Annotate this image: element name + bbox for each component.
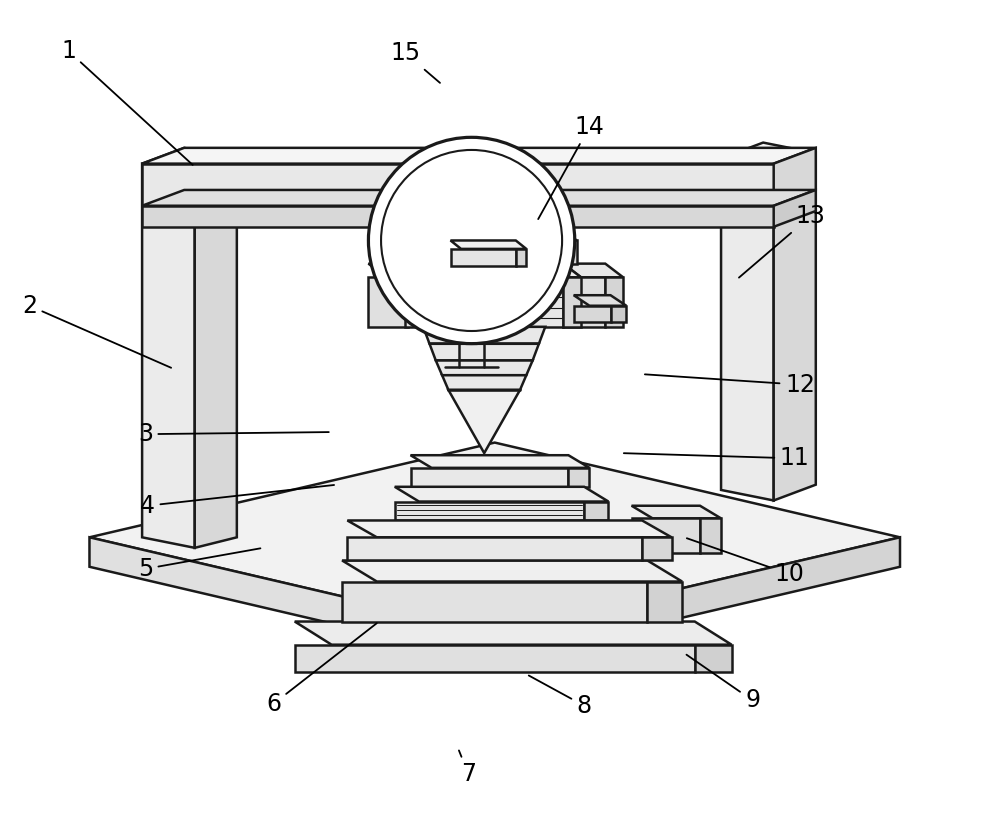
Polygon shape [389,227,577,241]
Polygon shape [574,306,611,321]
Polygon shape [558,241,577,264]
Polygon shape [695,644,732,672]
Polygon shape [774,148,816,206]
Polygon shape [395,487,608,501]
Text: 11: 11 [624,446,810,470]
Polygon shape [436,361,533,375]
Polygon shape [389,241,558,264]
Polygon shape [347,538,642,561]
Polygon shape [411,455,589,468]
Polygon shape [395,501,584,520]
Polygon shape [563,277,605,327]
Polygon shape [721,159,774,501]
Polygon shape [142,164,774,206]
Polygon shape [574,295,626,306]
Polygon shape [347,520,672,538]
Polygon shape [774,190,816,227]
Text: 12: 12 [645,372,815,397]
Polygon shape [611,306,626,321]
Polygon shape [451,249,516,266]
Polygon shape [642,538,672,561]
Polygon shape [451,241,526,249]
Polygon shape [516,249,526,266]
Text: 9: 9 [686,654,760,713]
Polygon shape [89,442,900,632]
Polygon shape [368,264,426,277]
Polygon shape [405,264,581,277]
Text: 5: 5 [138,548,260,581]
Polygon shape [700,519,721,553]
Circle shape [466,246,477,256]
Polygon shape [563,264,623,277]
Polygon shape [411,468,568,487]
Text: 4: 4 [140,485,334,518]
Polygon shape [632,506,721,519]
Text: 2: 2 [22,293,171,367]
Text: 14: 14 [538,115,604,219]
Polygon shape [368,277,408,327]
Text: 6: 6 [266,623,377,716]
Polygon shape [721,142,816,169]
Polygon shape [584,501,608,520]
Polygon shape [632,519,700,553]
Polygon shape [774,153,816,501]
Polygon shape [142,148,237,174]
Circle shape [368,137,575,344]
Text: 13: 13 [739,204,825,278]
Polygon shape [568,468,589,487]
Polygon shape [423,327,545,344]
Polygon shape [647,581,682,621]
Polygon shape [142,206,774,227]
Polygon shape [295,644,695,672]
Text: 10: 10 [687,538,804,586]
Polygon shape [142,190,816,206]
Text: 1: 1 [61,39,193,165]
Polygon shape [142,148,816,164]
Polygon shape [405,277,563,327]
Text: 3: 3 [138,423,329,446]
Polygon shape [448,390,520,453]
Polygon shape [429,344,539,361]
Polygon shape [342,581,647,621]
Text: 7: 7 [459,750,476,786]
Polygon shape [605,277,623,327]
Polygon shape [563,277,581,327]
Polygon shape [295,621,732,644]
Polygon shape [142,164,195,547]
Polygon shape [442,375,526,390]
Polygon shape [195,159,237,547]
Polygon shape [342,561,682,581]
Text: 8: 8 [529,676,592,718]
Polygon shape [89,538,495,662]
Text: 15: 15 [390,41,440,83]
Polygon shape [495,538,900,662]
